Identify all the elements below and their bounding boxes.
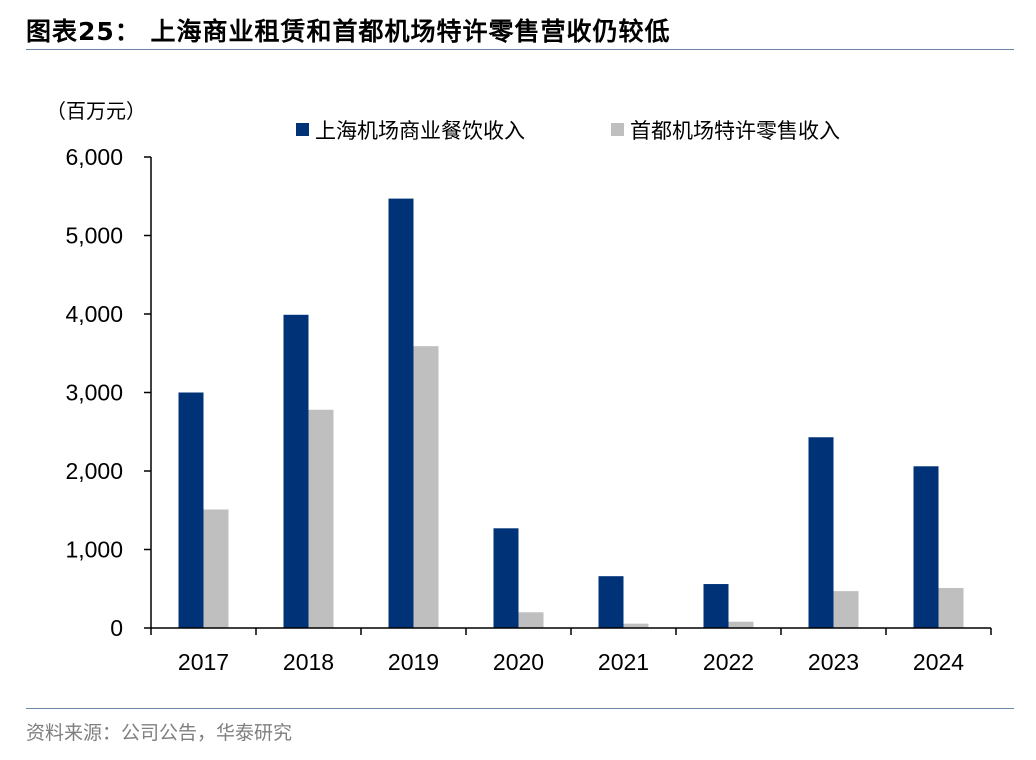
bar-series1-2023 xyxy=(808,437,834,628)
bars-group xyxy=(178,198,964,629)
bar-series2-2020 xyxy=(518,612,544,628)
bar-series2-2021 xyxy=(623,623,649,628)
x-tick-label: 2021 xyxy=(598,649,649,675)
bar-series1-2021 xyxy=(598,576,624,628)
x-tick-label: 2023 xyxy=(808,649,859,675)
bar-series2-2017 xyxy=(203,509,229,628)
title-divider xyxy=(26,49,1014,50)
footer-divider xyxy=(26,708,1014,709)
bar-series1-2017 xyxy=(178,392,204,628)
legend-swatch-series2 xyxy=(611,123,624,136)
source-note: 资料来源：公司公告，华泰研究 xyxy=(26,722,293,744)
bar-series2-2019 xyxy=(413,346,439,628)
x-tick-label: 2019 xyxy=(388,649,439,675)
y-tick-label: 6,000 xyxy=(65,144,123,170)
y-tick-label: 1,000 xyxy=(65,537,123,563)
x-tick-label: 2024 xyxy=(913,649,964,675)
chart-title: 图表25： 上海商业租赁和首都机场特许零售营收仍较低 xyxy=(26,17,671,46)
legend-label-series2: 首都机场特许零售收入 xyxy=(630,119,840,143)
bar-series2-2022 xyxy=(728,621,754,628)
y-tick-label: 3,000 xyxy=(65,380,123,406)
axes-group: 0 1,000 2,000 3,000 4,000 5,000 6,000 2017 2018 2… xyxy=(65,144,992,675)
y-tick-label: 2,000 xyxy=(65,458,123,484)
y-tick-label: 4,000 xyxy=(65,301,123,327)
legend-swatch-series1 xyxy=(296,123,309,136)
x-tick-label: 2017 xyxy=(178,649,229,675)
unit-label: （百万元） xyxy=(46,99,146,123)
bar-series2-2024 xyxy=(938,587,964,628)
legend-label-series1: 上海机场商业餐饮收入 xyxy=(315,119,525,143)
bar-series1-2019 xyxy=(388,198,414,629)
x-tick-label: 2020 xyxy=(493,649,544,675)
x-tick-label: 2018 xyxy=(283,649,334,675)
bar-series2-2018 xyxy=(308,409,334,628)
bar-series1-2022 xyxy=(703,584,729,628)
y-tick-label: 0 xyxy=(110,615,123,641)
bar-series1-2024 xyxy=(913,466,939,628)
bar-series1-2020 xyxy=(493,528,519,628)
y-tick-label: 5,000 xyxy=(65,223,123,249)
legend: 上海机场商业餐饮收入 首都机场特许零售收入 xyxy=(296,119,840,143)
bar-series1-2018 xyxy=(283,314,309,628)
bar-series2-2023 xyxy=(833,591,859,628)
bar-chart: （百万元） 上海机场商业餐饮收入 首都机场特许零售收入 0 1,000 2,000 3… xyxy=(46,99,992,675)
x-tick-label: 2022 xyxy=(703,649,754,675)
